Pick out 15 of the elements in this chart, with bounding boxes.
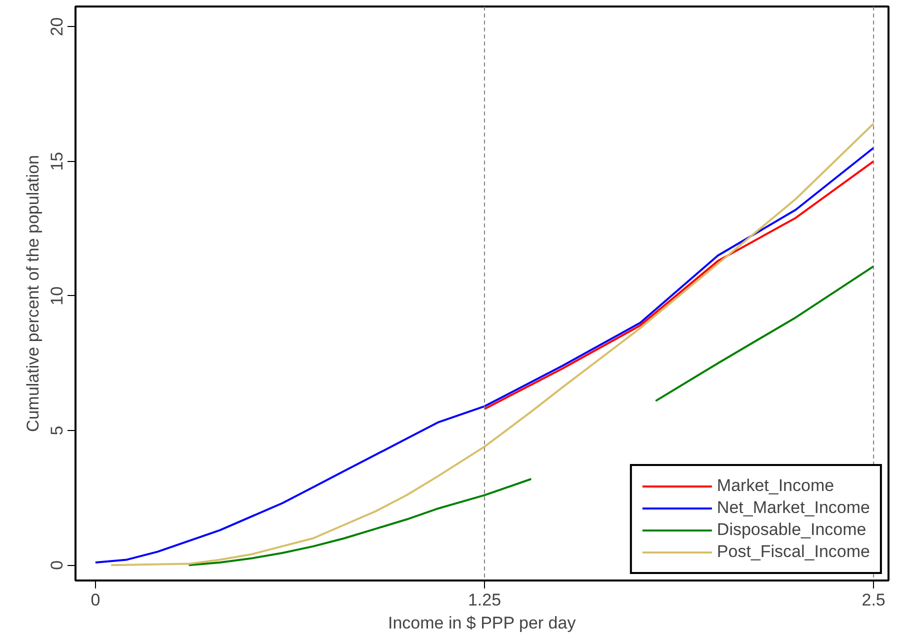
y-tick-label: 10: [48, 286, 66, 306]
legend-label: Post_Fiscal_Income: [716, 542, 870, 562]
legend-label: Disposable_Income: [716, 520, 866, 540]
y-tick-label: 20: [48, 17, 66, 36]
legend-label: Net_Market_Income: [716, 498, 870, 518]
y-tick-label: 0: [48, 560, 66, 570]
line-series: [483, 160, 875, 410]
x-axis-title: Income in $ PPP per day: [388, 614, 576, 632]
y-tick-label: 5: [48, 426, 66, 436]
legend-label: Market_Income: [716, 476, 834, 496]
x-tick-label: 1.25: [468, 590, 502, 610]
y-axis-title: Cumulative percent of the population: [24, 155, 42, 432]
y-tick-label: 15: [48, 152, 66, 171]
x-tick-label: 0: [90, 590, 100, 610]
x-tick-label: 2.5: [862, 590, 886, 610]
